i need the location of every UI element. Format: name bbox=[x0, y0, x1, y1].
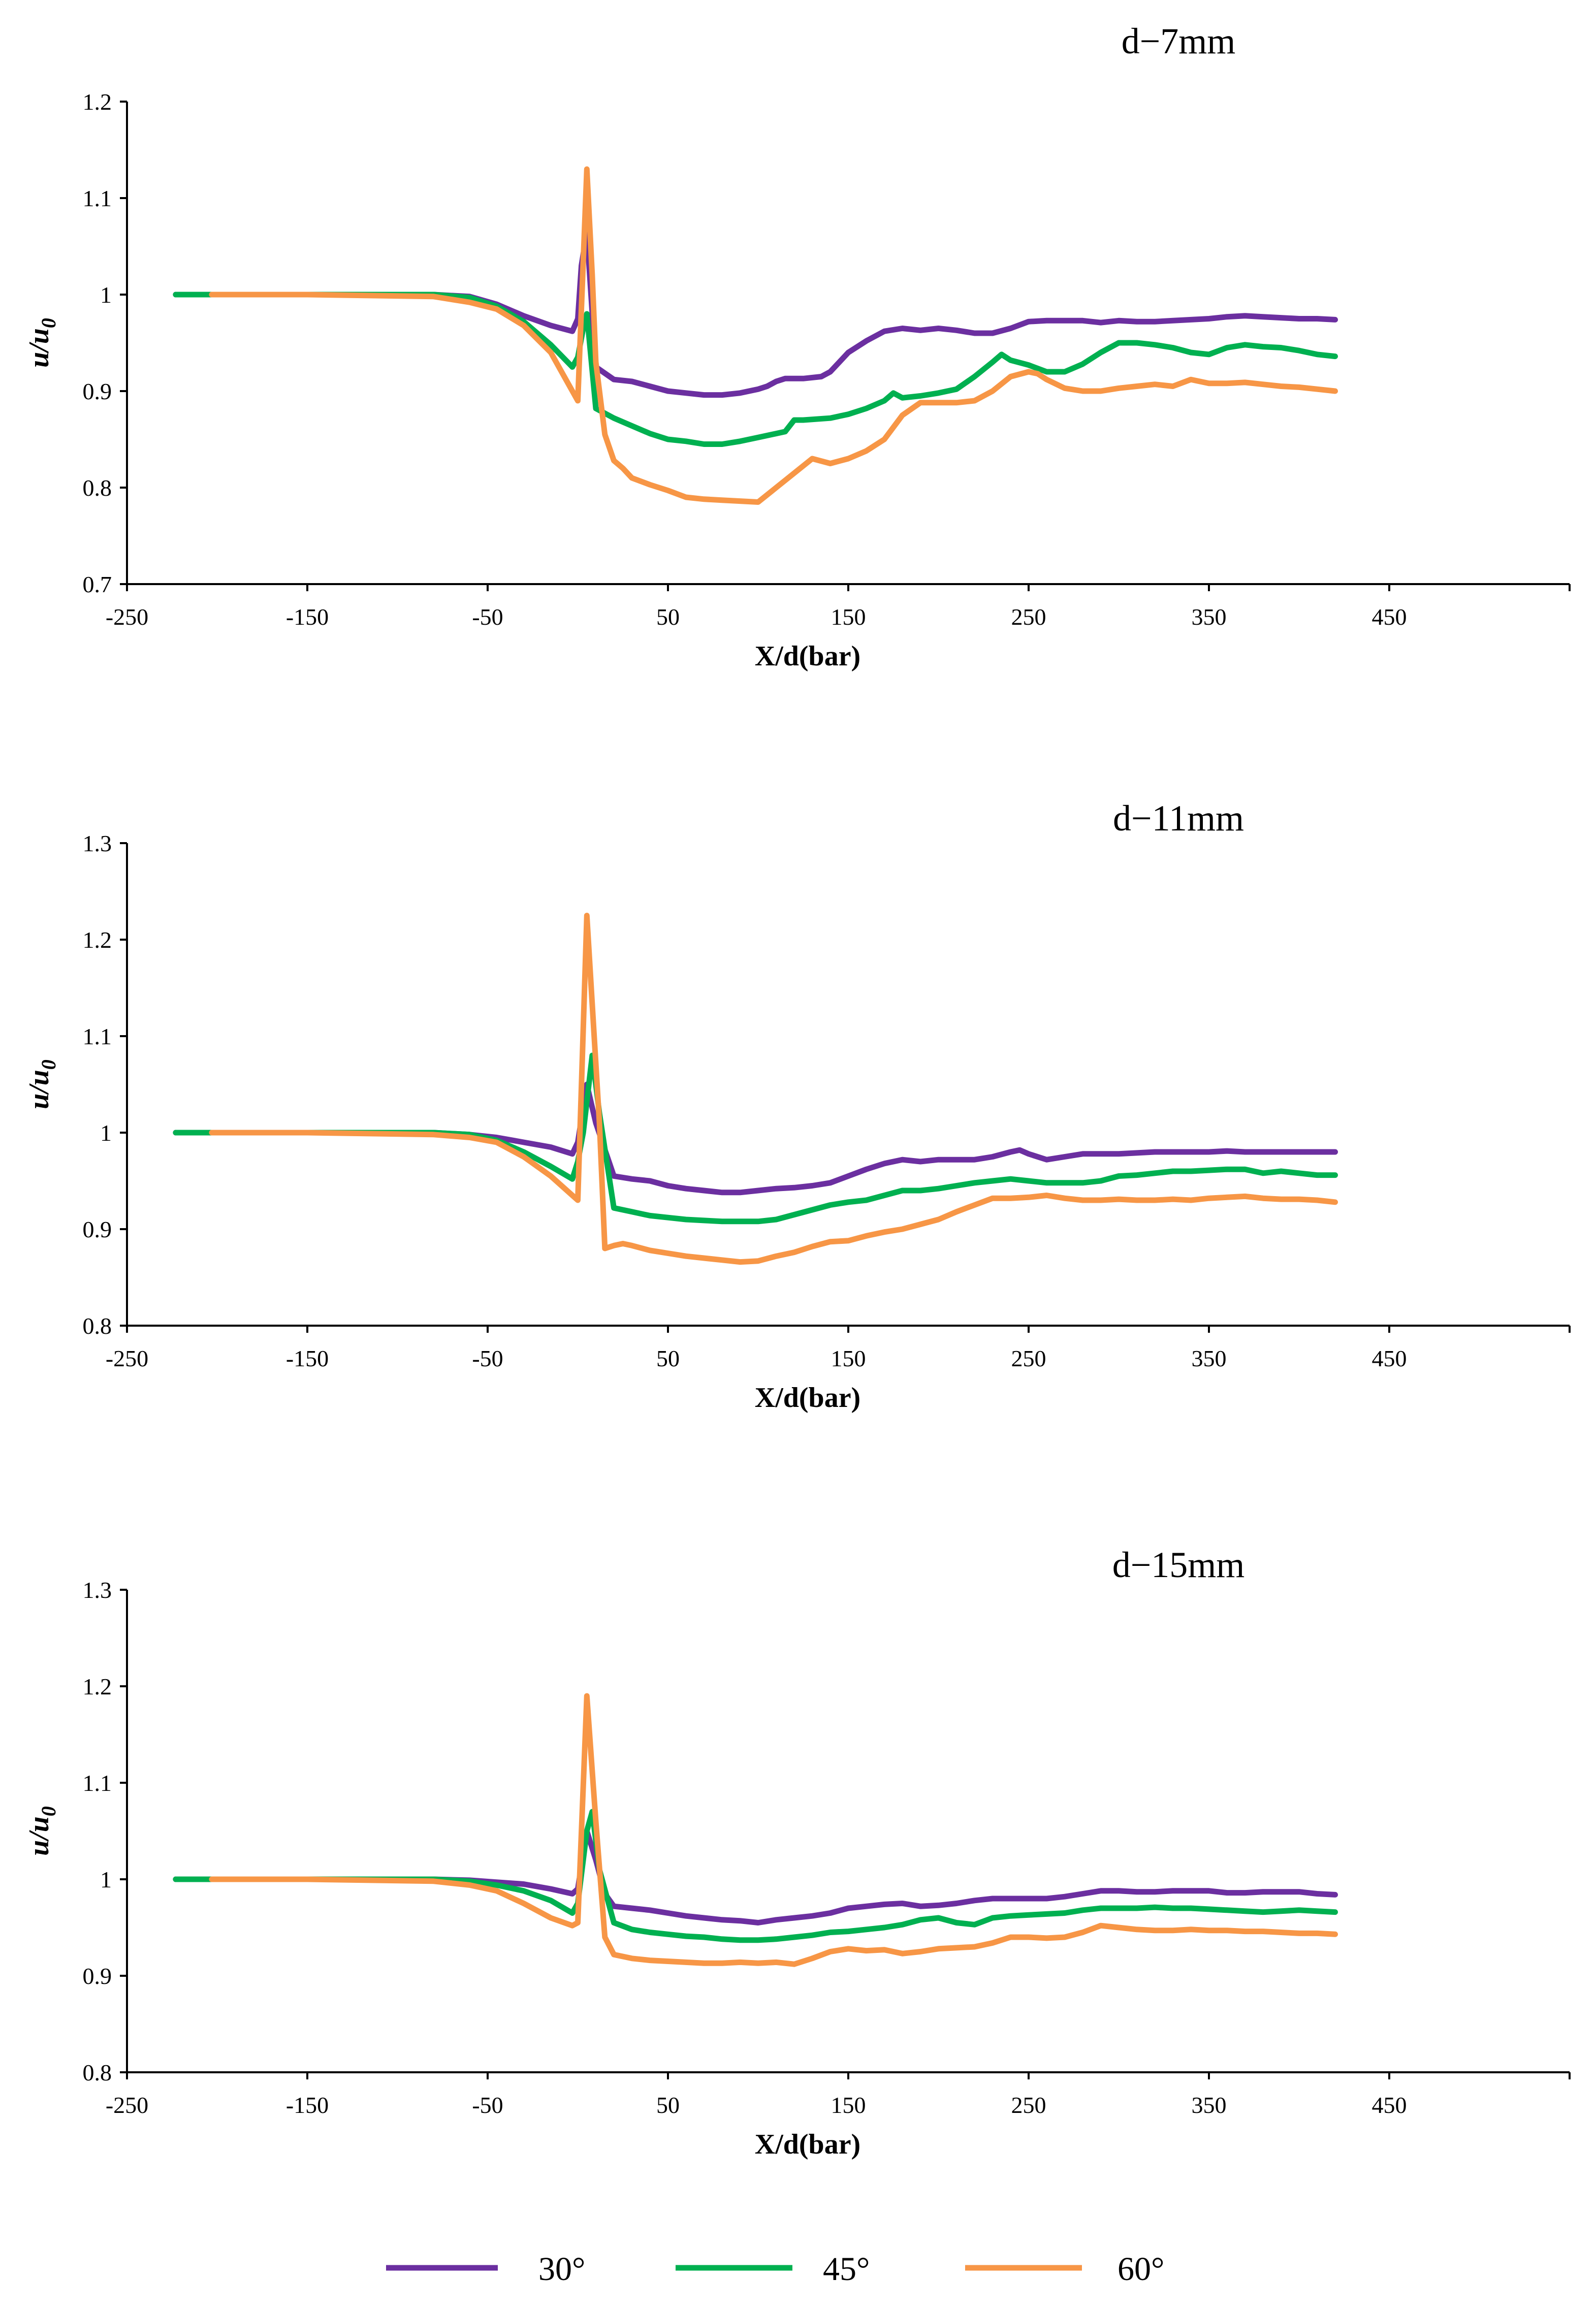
chart-title: d−11mm bbox=[1113, 798, 1244, 839]
series-line-45deg bbox=[173, 292, 1338, 447]
series-line-45deg bbox=[173, 1809, 1338, 1943]
y-tick-label: 0.8 bbox=[83, 475, 112, 501]
x-tick-label: 450 bbox=[1372, 2092, 1407, 2118]
legend-label: 45° bbox=[823, 2251, 870, 2288]
y-tick-label: 0.9 bbox=[83, 1963, 112, 1989]
chart-panel-2: 0.8 0.9 1 1.1 1.2 1.3 -250 -150 -50 50 150 250 350 45… bbox=[23, 798, 1571, 1414]
chart-panel-1: 0.7 0.8 0.9 1 1.1 1.2 -250 -150 -50 50 150 250 350 45… bbox=[23, 21, 1571, 672]
y-tick-label: 0.9 bbox=[83, 378, 112, 404]
x-tick-label: 250 bbox=[1011, 2092, 1046, 2118]
y-tick-label: 1 bbox=[100, 1867, 112, 1892]
x-tick-label: -250 bbox=[106, 604, 148, 630]
y-axis-label: u/u0 bbox=[23, 318, 60, 368]
x-tick-label: 50 bbox=[656, 1345, 680, 1371]
x-axis-label: X/d(bar) bbox=[755, 1382, 860, 1414]
y-tick-label: 1.3 bbox=[83, 1577, 112, 1603]
chart-title: d−7mm bbox=[1122, 21, 1236, 61]
x-tick-label: -50 bbox=[472, 604, 503, 630]
y-tick-label: 1.2 bbox=[83, 89, 112, 115]
series-line-60deg bbox=[209, 913, 1338, 1265]
series-line-30deg bbox=[173, 229, 1338, 398]
series-line-30deg bbox=[173, 1081, 1338, 1196]
legend-label: 30° bbox=[538, 2251, 585, 2288]
x-tick-label: 450 bbox=[1372, 1345, 1407, 1371]
x-tick-label: 150 bbox=[831, 2092, 866, 2118]
y-tick-label: 1.1 bbox=[83, 1770, 112, 1796]
y-tick-label: 0.9 bbox=[83, 1216, 112, 1242]
x-tick-label: -150 bbox=[286, 2092, 329, 2118]
y-tick-label: 0.8 bbox=[83, 2060, 112, 2085]
series-line-60deg bbox=[209, 166, 1338, 505]
chart-panels: 0.70.80.911.11.2-250 -150 -50 50 150 250 350 45… bbox=[23, 21, 1571, 2160]
y-tick-label: 1.1 bbox=[83, 185, 112, 211]
y-tick-label: 1.1 bbox=[83, 1023, 112, 1049]
legend-item: 60° bbox=[965, 2251, 1164, 2288]
y-axis-label: u/u0 bbox=[23, 1060, 60, 1109]
x-tick-label: -50 bbox=[472, 2092, 503, 2118]
x-tick-label: 150 bbox=[831, 1345, 866, 1371]
y-tick-label: 0.8 bbox=[83, 1313, 112, 1339]
y-tick-label: 1.2 bbox=[83, 1674, 112, 1699]
x-tick-label: 50 bbox=[656, 2092, 680, 2118]
x-tick-label: 350 bbox=[1192, 604, 1227, 630]
y-tick-label: 1 bbox=[100, 282, 112, 308]
x-tick-label: 350 bbox=[1192, 1345, 1227, 1371]
x-tick-label: 250 bbox=[1011, 604, 1046, 630]
y-tick-label: 1 bbox=[100, 1120, 112, 1146]
series-line-60deg bbox=[209, 1693, 1338, 1967]
y-axis-label: u/u0 bbox=[23, 1806, 60, 1856]
x-tick-label: -50 bbox=[472, 1345, 503, 1371]
chart-panel-3: 0.8 0.9 1 1.1 1.2 1.3 -250 -150 -50 50 150 250 350 45… bbox=[23, 1545, 1571, 2160]
series-line-45deg bbox=[173, 1052, 1338, 1225]
legend-item: 45° bbox=[676, 2251, 870, 2288]
x-axis-label: X/d(bar) bbox=[755, 2129, 860, 2160]
x-tick-label: 50 bbox=[656, 604, 680, 630]
legend: 30° 45° 60° bbox=[386, 2251, 1164, 2288]
y-tick-label: 1.2 bbox=[83, 927, 112, 953]
x-tick-label: 150 bbox=[831, 604, 866, 630]
x-tick-label: 450 bbox=[1372, 604, 1407, 630]
legend-label: 60° bbox=[1118, 2251, 1164, 2288]
x-tick-label: -250 bbox=[106, 2092, 148, 2118]
x-tick-label: 350 bbox=[1192, 2092, 1227, 2118]
chart-title: d−15mm bbox=[1112, 1545, 1245, 1585]
y-tick-label: 1.3 bbox=[83, 830, 112, 856]
x-tick-label: -150 bbox=[286, 1345, 329, 1371]
y-tick-label: 0.7 bbox=[83, 571, 112, 597]
x-tick-label: -250 bbox=[106, 1345, 148, 1371]
legend-item: 30° bbox=[386, 2251, 585, 2288]
x-tick-label: -150 bbox=[286, 604, 329, 630]
x-axis-label: X/d(bar) bbox=[755, 640, 860, 672]
x-tick-label: 250 bbox=[1011, 1345, 1046, 1371]
